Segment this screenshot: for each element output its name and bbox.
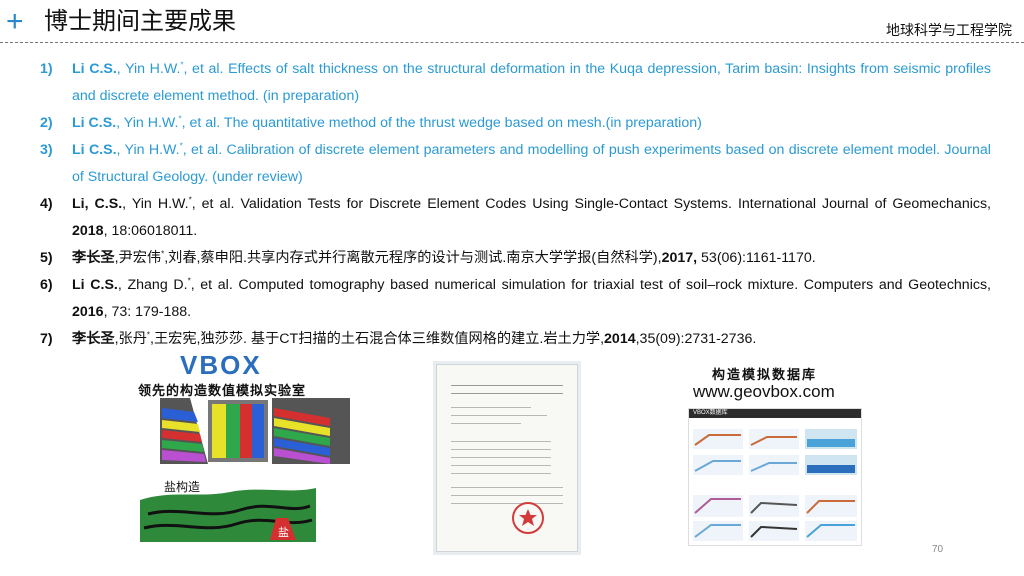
website-thumbnails <box>693 429 857 541</box>
item-number: 7) <box>40 331 53 347</box>
database-title: 构造模拟数据库 <box>712 368 818 383</box>
vbox-logo: VBOX <box>180 350 262 381</box>
copyright-certificate-image <box>436 364 578 552</box>
publication-item: 6) Li C.S., Zhang D.*, et al. Computed t… <box>40 272 991 326</box>
publication-item: 5) 李长圣,尹宏伟*,刘春,蔡申阳.共享内存式并行离散元程序的设计与测试.南京… <box>40 245 991 272</box>
author-name: 李长圣 <box>72 331 115 347</box>
publication-item: 1) Li C.S., Yin H.W.*, et al. Effects of… <box>40 56 991 110</box>
author-name: Li C.S. <box>72 115 117 131</box>
salt-structure-image: 盐 <box>140 470 316 542</box>
author-name: Li C.S. <box>72 277 118 293</box>
simulation-panel-right <box>272 398 350 464</box>
author-name: 李长圣 <box>72 250 115 266</box>
item-number: 4) <box>40 196 53 212</box>
school-name: 地球科学与工程学院 <box>886 22 1012 38</box>
item-number: 1) <box>40 61 53 77</box>
vbox-logo-text: VBOX <box>180 350 262 380</box>
slide-title: 博士期间主要成果 <box>44 8 236 35</box>
pub-year: 2017, <box>661 250 698 266</box>
website-nav-text: VBOX数据库 <box>693 410 728 416</box>
simulation-panel-middle <box>208 400 268 462</box>
citation-text: , Zhang D.*, et al. Computed tomography … <box>117 276 991 293</box>
pub-year: 2014 <box>604 331 636 347</box>
red-seal-icon <box>512 502 544 534</box>
publication-item: 4) Li, C.S., Yin H.W.*, et al. Validatio… <box>40 191 991 245</box>
item-number: 5) <box>40 250 53 266</box>
salt-structure-label: 盐构造 <box>164 480 201 494</box>
simulation-images <box>160 398 350 464</box>
item-number: 2) <box>40 115 53 131</box>
slide-header: + 博士期间主要成果 地球科学与工程学院 <box>0 0 1024 44</box>
publication-item: 2) Li C.S., Yin H.W.*, et al. The quanti… <box>40 110 991 137</box>
citation-tail: ,35(09):2731-2736. <box>635 331 757 347</box>
citation-text: , Yin H.W.*, et al. The quantitative met… <box>116 114 702 131</box>
pub-year: 2018 <box>72 223 104 239</box>
header-divider <box>0 42 1024 43</box>
citation-tail: , 73: 179-188. <box>103 304 192 320</box>
salt-mark-text: 盐 <box>278 526 289 539</box>
citation-text: , Yin H.W.*, et al. Effects of salt thic… <box>72 60 991 104</box>
citation-text: ,尹宏伟*,刘春,蔡申阳.共享内存式并行离散元程序的设计与测试.南京大学学报(自… <box>114 249 662 266</box>
item-number: 3) <box>40 142 53 158</box>
citation-tail: 53(06):1161-1170. <box>697 250 816 266</box>
author-name: Li C.S. <box>72 61 117 77</box>
database-website-screenshot: VBOX数据库 <box>688 408 862 546</box>
plus-icon: + <box>6 5 24 38</box>
vbox-slogan: 领先的构造数值模拟实验室 <box>138 384 307 399</box>
publication-list: 1) Li C.S., Yin H.W.*, et al. Effects of… <box>40 56 991 353</box>
database-url[interactable]: www.geovbox.com <box>693 382 835 401</box>
author-name: Li C.S. <box>72 142 117 158</box>
citation-text: , Yin H.W.*, et al. Calibration of discr… <box>72 141 991 185</box>
website-nav-bar: VBOX数据库 <box>689 409 861 418</box>
author-name: Li, C.S. <box>72 196 123 212</box>
item-number: 6) <box>40 277 53 293</box>
publication-item: 3) Li C.S., Yin H.W.*, et al. Calibratio… <box>40 137 991 191</box>
publication-item: 7) 李长圣,张丹*,王宏宪,独莎莎. 基于CT扫描的土石混合体三维数值网格的建… <box>40 326 991 353</box>
page-number: 70 <box>932 544 944 555</box>
simulation-panel-left <box>160 398 208 464</box>
citation-text: , Yin H.W.*, et al. Validation Tests for… <box>122 195 991 212</box>
pub-year: 2016 <box>72 304 104 320</box>
citation-tail: , 18:06018011. <box>103 223 198 239</box>
citation-text: ,张丹*,王宏宪,独莎莎. 基于CT扫描的土石混合体三维数值网格的建立.岩土力学… <box>114 330 605 347</box>
